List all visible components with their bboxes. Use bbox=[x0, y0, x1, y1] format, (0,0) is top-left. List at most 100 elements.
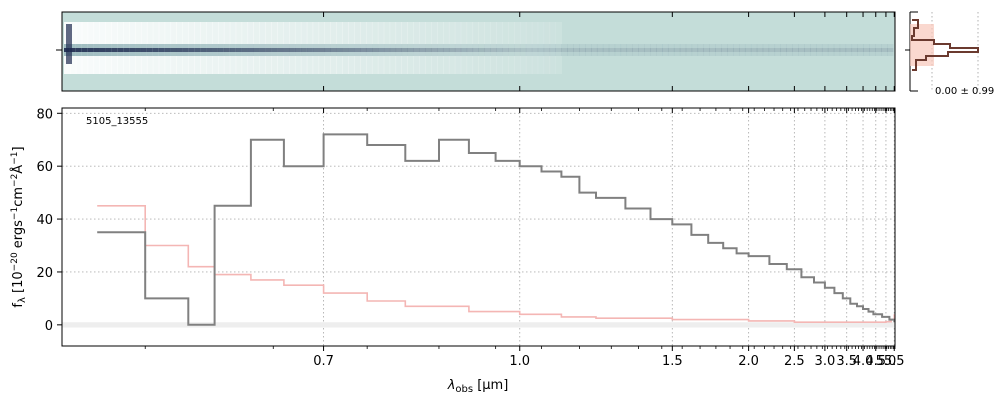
spectrum-2d-trace-cell bbox=[792, 48, 799, 52]
spectrum-2d-cell bbox=[395, 22, 403, 74]
spectrum-2d-cell bbox=[792, 44, 799, 56]
spectrum-2d-trace-cell bbox=[756, 48, 764, 52]
spectrum-2d-cell bbox=[608, 44, 616, 56]
spectrum-2d-cell bbox=[502, 22, 509, 74]
spectrum-2d-cell bbox=[537, 22, 545, 74]
spectrum-2d-cell bbox=[585, 44, 592, 56]
spectrum-2d-cell bbox=[514, 22, 521, 74]
spectrum-2d-cell bbox=[442, 44, 450, 56]
spectrum-2d-trace-cell bbox=[839, 48, 847, 52]
spectrum-2d-cell bbox=[348, 44, 355, 56]
spectrum-2d-trace-cell bbox=[881, 48, 888, 52]
spectrum-2d-cell bbox=[431, 22, 438, 74]
spectrum-2d-trace-cell bbox=[306, 48, 314, 52]
spectrum-2d-trace-cell bbox=[496, 48, 503, 52]
spectrum-2d-cell bbox=[401, 22, 408, 74]
spectrum-2d-cell bbox=[662, 44, 669, 56]
spectrum-2d-trace-cell bbox=[460, 48, 468, 52]
spectrum-2d-cell bbox=[460, 22, 468, 74]
spectrum-2d-trace-cell bbox=[312, 48, 320, 52]
spectrum-2d-trace-cell bbox=[111, 48, 118, 52]
spectrum-2d-cell bbox=[591, 44, 598, 56]
spectrum-2d-trace-cell bbox=[176, 48, 183, 52]
spectrum-2d-trace-cell bbox=[845, 48, 853, 52]
spectrum-2d-cell bbox=[466, 44, 474, 56]
spectrum-2d-cell bbox=[306, 44, 314, 56]
spectrum-2d-trace-cell bbox=[253, 48, 260, 52]
spectrum-2d-trace-cell bbox=[531, 48, 539, 52]
spectrum-2d-trace-cell bbox=[744, 48, 752, 52]
spectrum-2d-cell bbox=[650, 44, 657, 56]
spectrum-2d-cell bbox=[496, 44, 503, 56]
spectrum-2d-trace-cell bbox=[93, 48, 101, 52]
spectrum-2d-trace-cell bbox=[235, 48, 243, 52]
spectrum-2d-cell bbox=[762, 44, 770, 56]
x-tick-label: 3.0 bbox=[815, 354, 836, 369]
spectrum-2d-cell bbox=[401, 44, 408, 56]
spectrum-2d-trace-cell bbox=[863, 48, 870, 52]
spectrum-2d-cell bbox=[845, 44, 853, 56]
spectrum-2d-cell bbox=[490, 44, 497, 56]
spectrum-2d-trace-cell bbox=[206, 48, 213, 52]
x-axis-label: λobs [μm] bbox=[447, 378, 509, 395]
spectrum-2d-cell bbox=[407, 22, 414, 74]
spectrum-2d-trace-cell bbox=[442, 48, 450, 52]
spectrum-2d-trace-cell bbox=[667, 48, 675, 52]
spectrum-2d-trace-cell bbox=[804, 48, 811, 52]
spectrum-2d-cell bbox=[496, 22, 503, 74]
spectrum-2d-trace-cell bbox=[620, 48, 628, 52]
spectrum-2d-trace-cell bbox=[525, 48, 533, 52]
spectrum-2d-cell bbox=[466, 22, 474, 74]
spectrum-2d-cell bbox=[768, 44, 776, 56]
x-tick-label: 2.5 bbox=[784, 354, 805, 369]
spectrum-2d-cell bbox=[336, 44, 343, 56]
spectrum-2d-cell bbox=[673, 44, 681, 56]
spectrum-2d-trace-cell bbox=[656, 48, 663, 52]
spectrum-2d-cell bbox=[365, 22, 373, 74]
spectrum-2d-trace-cell bbox=[827, 48, 835, 52]
y-tick-label: 60 bbox=[36, 160, 53, 175]
spectrum-2d-trace-cell bbox=[81, 48, 89, 52]
spectrum-2d-trace-cell bbox=[212, 48, 219, 52]
spectrum-2d-trace-cell bbox=[294, 48, 302, 52]
spectrum-2d-trace-cell bbox=[283, 48, 290, 52]
spectrum-2d-trace-cell bbox=[869, 48, 876, 52]
spectrum-2d-trace-cell bbox=[277, 48, 284, 52]
spectrum-2d-trace-cell bbox=[105, 48, 112, 52]
spectrum-2d-cell bbox=[531, 22, 539, 74]
spectrum-2d-cell bbox=[804, 44, 811, 56]
spectrum-2d-cell bbox=[472, 44, 479, 56]
spectrum-2d-cell bbox=[549, 22, 556, 74]
spectrum-2d-trace-cell bbox=[798, 48, 805, 52]
spectrum-2d-trace-cell bbox=[774, 48, 781, 52]
spectrum-2d-cell bbox=[502, 44, 509, 56]
spectrum-2d-cell bbox=[733, 44, 740, 56]
spectrum-2d-cell bbox=[857, 44, 864, 56]
spectrum-2d-trace-cell bbox=[217, 48, 225, 52]
spectrum-2d-trace-cell bbox=[223, 48, 231, 52]
spectrum-2d-trace-cell bbox=[514, 48, 521, 52]
spectrum-2d-trace-cell bbox=[431, 48, 438, 52]
spectrum-2d-trace-cell bbox=[318, 48, 326, 52]
spectrum-2d-trace-cell bbox=[324, 48, 331, 52]
x-tick-label: 5.0 bbox=[876, 354, 897, 369]
spectrum-2d-cell bbox=[484, 44, 491, 56]
spectrum-2d-cell bbox=[377, 44, 385, 56]
spectrum-2d-trace-cell bbox=[69, 48, 77, 52]
spectrum-2d-trace-cell bbox=[472, 48, 479, 52]
spectrum-2d-trace-cell bbox=[638, 48, 645, 52]
spectrum-2d-cell bbox=[454, 22, 462, 74]
x-tick-label: 4.5 bbox=[865, 354, 886, 369]
spectrum-2d-trace-cell bbox=[632, 48, 639, 52]
spectrum-2d-cell bbox=[816, 44, 823, 56]
spectrum-2d-trace-cell bbox=[407, 48, 414, 52]
spectrum-2d-cell bbox=[555, 44, 562, 56]
spectrum-2d-cell bbox=[626, 44, 633, 56]
spectrum-2d-trace-cell bbox=[780, 48, 787, 52]
spectrum-2d-trace-cell bbox=[857, 48, 864, 52]
spectrum-2d-cell bbox=[679, 44, 687, 56]
spectrum-2d-trace-cell bbox=[502, 48, 509, 52]
spectrum-2d-cell bbox=[727, 44, 734, 56]
spectrum-2d-cell bbox=[703, 44, 710, 56]
spectrum-2d-trace-cell bbox=[727, 48, 734, 52]
